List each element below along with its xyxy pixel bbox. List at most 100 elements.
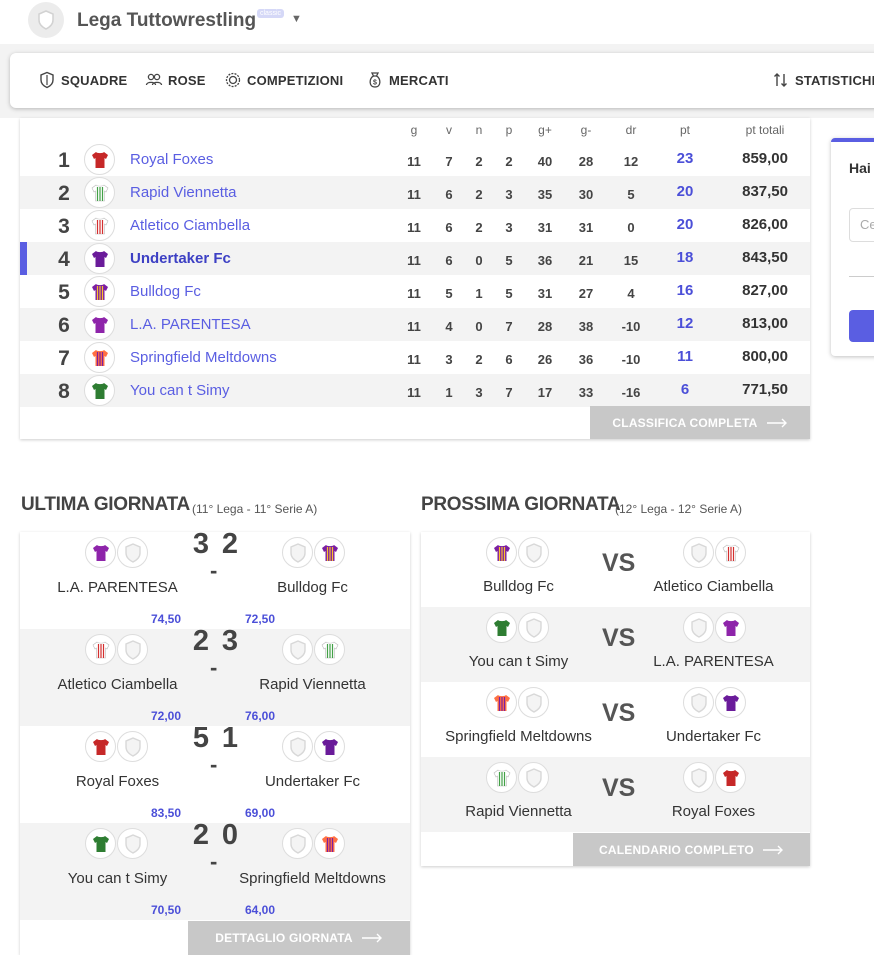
team-name-link[interactable]: Royal Foxes: [130, 151, 214, 168]
home-team-logo[interactable]: [85, 828, 116, 859]
team-logo[interactable]: [84, 243, 115, 274]
chevron-down-icon[interactable]: ▼: [291, 13, 302, 25]
col-header-pt: pt: [679, 123, 690, 137]
table-row[interactable]: 7 Springfield Meltdowns 11 3 2 6 26 36 -10 11 800,…: [20, 341, 810, 374]
nav-squadre[interactable]: SQUADRE: [38, 71, 127, 89]
away-team-logo[interactable]: [314, 634, 345, 665]
table-row[interactable]: 3 Atletico Ciambella 11 6 2 3 31 31 0 20 826,00: [20, 209, 810, 242]
team-logo[interactable]: [84, 276, 115, 307]
jersey-icon: [321, 641, 338, 658]
team-name-link[interactable]: Undertaker Fc: [130, 250, 231, 267]
league-logo[interactable]: [28, 2, 64, 38]
home-team-logo[interactable]: [85, 537, 116, 568]
table-row[interactable]: 6 L.A. PARENTESA 11 4 0 7 28 38 -10 12 813,00: [20, 308, 810, 341]
full-standings-button[interactable]: CLASSIFICA COMPLETA: [590, 406, 810, 439]
away-team-logo[interactable]: [715, 762, 746, 793]
nav-statistiche[interactable]: STATISTICHE: [772, 71, 874, 89]
stat-gf: 17: [537, 385, 553, 400]
away-team-name[interactable]: Atletico Ciambella: [653, 578, 774, 595]
away-team-logo[interactable]: [314, 731, 345, 762]
stat-ga: 30: [578, 187, 594, 202]
nav-mercati[interactable]: $ MERCATI: [366, 71, 449, 89]
home-team-logo[interactable]: [85, 634, 116, 665]
jersey-icon: [92, 835, 109, 852]
home-team-logo[interactable]: [486, 762, 517, 793]
away-team-name[interactable]: Bulldog Fc: [277, 579, 348, 596]
match-row[interactable]: 3 2- L.A. PARENTESA Bulldog Fc 74,50 72,50: [20, 528, 410, 629]
nav-rose[interactable]: ROSE: [145, 71, 206, 89]
away-team-name[interactable]: Undertaker Fc: [665, 728, 762, 745]
table-row[interactable]: 2 Rapid Viennetta 11 6 2 3 35 30 5 20 837,50: [20, 176, 810, 209]
vs-label: VS: [602, 624, 636, 652]
away-team-logo[interactable]: [314, 537, 345, 568]
home-team-name[interactable]: Atletico Ciambella: [57, 676, 178, 693]
away-team-name[interactable]: L.A. PARENTESA: [653, 653, 774, 670]
jersey-icon: [493, 769, 510, 786]
shield-icon: [690, 767, 707, 788]
fixture-row[interactable]: VS You can t Simy L.A. PARENTESA: [421, 607, 810, 682]
team-name-link[interactable]: Atletico Ciambella: [130, 217, 251, 234]
team-name-link[interactable]: Rapid Viennetta: [130, 184, 237, 201]
divider: [849, 276, 874, 277]
stat-dr: 5: [627, 187, 635, 202]
shield-icon: [289, 639, 306, 660]
shield-icon: [690, 617, 707, 638]
home-team-name[interactable]: Springfield Meltdowns: [445, 728, 592, 745]
table-row[interactable]: 4 Undertaker Fc 11 6 0 5 36 21 15 18 843,50: [20, 242, 810, 275]
team-crest: [518, 762, 549, 793]
home-team-logo[interactable]: [486, 612, 517, 643]
league-name[interactable]: Lega Tuttowrestling: [77, 10, 257, 31]
match-row[interactable]: 5 1- Royal Foxes Undertaker Fc 83,50 69,00: [20, 722, 410, 823]
full-calendar-button[interactable]: CALENDARIO COMPLETO: [573, 833, 810, 866]
team-logo[interactable]: [84, 375, 115, 406]
table-row[interactable]: 1 Royal Foxes 11 7 2 2 40 28 12 23 859,00: [20, 143, 810, 176]
home-score: 3: [192, 528, 210, 560]
home-team-name[interactable]: Rapid Viennetta: [465, 803, 572, 820]
jersey-icon: [91, 217, 108, 234]
side-submit-button[interactable]: [849, 310, 874, 342]
away-team-logo[interactable]: [715, 687, 746, 718]
team-logo[interactable]: [84, 177, 115, 208]
away-team-name[interactable]: Springfield Meltdowns: [239, 870, 386, 887]
away-team-logo[interactable]: [715, 612, 746, 643]
home-team-logo[interactable]: [486, 687, 517, 718]
home-team-logo[interactable]: [486, 537, 517, 568]
team-rank: 5: [58, 281, 70, 304]
home-team-logo[interactable]: [85, 731, 116, 762]
stat-n: 0: [475, 319, 483, 334]
team-name-link[interactable]: Springfield Meltdowns: [130, 349, 277, 366]
team-logo[interactable]: [84, 309, 115, 340]
stat-ga: 36: [578, 352, 594, 367]
team-name-link[interactable]: You can t Simy: [130, 382, 230, 399]
team-logo[interactable]: [84, 144, 115, 175]
away-team-name[interactable]: Undertaker Fc: [264, 773, 361, 790]
nav-competizioni[interactable]: COMPETIZIONI: [224, 71, 343, 89]
home-score: 2: [192, 819, 210, 851]
team-crest: [117, 731, 148, 762]
away-team-name[interactable]: Royal Foxes: [671, 803, 756, 820]
home-team-name[interactable]: Bulldog Fc: [483, 578, 554, 595]
match-row[interactable]: 2 3- Atletico Ciambella Rapid Viennetta 72,0…: [20, 625, 410, 726]
team-logo[interactable]: [84, 210, 115, 241]
fixture-row[interactable]: VS Springfield Meltdowns Undertaker Fc: [421, 682, 810, 757]
away-team-name[interactable]: Rapid Viennetta: [259, 676, 366, 693]
fixture-row[interactable]: VS Rapid Viennetta Royal Foxes: [421, 757, 810, 832]
home-team-name[interactable]: You can t Simy: [67, 870, 168, 887]
home-team-name[interactable]: L.A. PARENTESA: [57, 579, 178, 596]
round-detail-button[interactable]: DETTAGLIO GIORNATA: [188, 921, 410, 955]
table-row[interactable]: 8 You can t Simy 11 1 3 7 17 33 -16 6 771,50: [20, 374, 810, 407]
table-row[interactable]: 5 Bulldog Fc 11 5 1 5 31 27 4 16 827,00: [20, 275, 810, 308]
team-name-link[interactable]: L.A. PARENTESA: [130, 316, 251, 333]
team-logo[interactable]: [84, 342, 115, 373]
side-input[interactable]: Ce: [849, 208, 874, 242]
button-label: DETTAGLIO GIORNATA: [215, 931, 353, 945]
away-team-logo[interactable]: [715, 537, 746, 568]
stat-g: 11: [407, 352, 421, 367]
jersey-icon: [493, 694, 510, 711]
team-name-link[interactable]: Bulldog Fc: [130, 283, 201, 300]
home-team-name[interactable]: Royal Foxes: [75, 773, 160, 790]
away-team-logo[interactable]: [314, 828, 345, 859]
home-team-name[interactable]: You can t Simy: [468, 653, 569, 670]
match-row[interactable]: 2 0- You can t Simy Springfield Meltdowns 70…: [20, 819, 410, 920]
fixture-row[interactable]: VS Bulldog Fc Atletico Ciambella: [421, 532, 810, 607]
